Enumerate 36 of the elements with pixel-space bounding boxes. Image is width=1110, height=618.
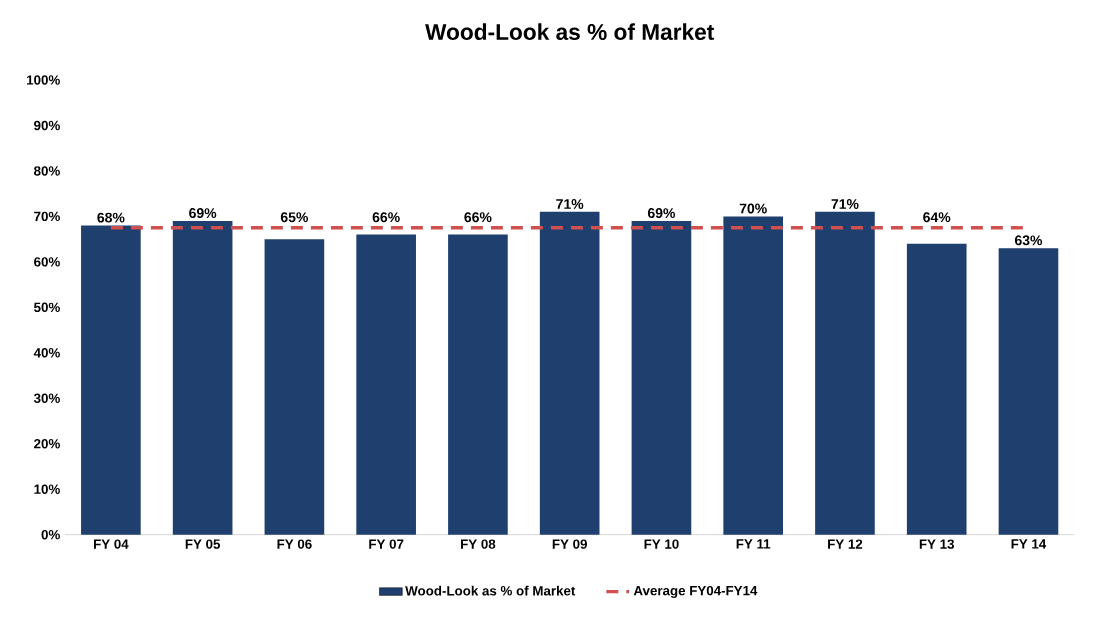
x-tick-label: FY 10	[644, 539, 679, 549]
data-label: 69%	[189, 208, 217, 219]
y-tick-label: 20%	[34, 439, 60, 449]
y-tick-label: 90%	[34, 120, 60, 131]
legend-label: Wood-Look as % of Market	[405, 585, 576, 596]
x-tick-label: FY 05	[185, 539, 221, 549]
data-label: 70%	[739, 203, 767, 214]
x-tick-label: FY 06	[277, 539, 312, 549]
data-label: 66%	[464, 212, 492, 223]
data-label: 71%	[556, 199, 584, 209]
data-label: 71%	[831, 199, 859, 209]
y-tick-label: 10%	[34, 484, 60, 494]
y-tick-label: 60%	[34, 257, 60, 267]
x-tick-label: FY 12	[828, 539, 863, 549]
x-tick-label: FY 11	[736, 539, 771, 549]
chart-title: Wood-Look as % of Market	[425, 23, 715, 41]
x-tick-label: FY 08	[461, 539, 496, 549]
x-tick-label: FY 04	[93, 539, 129, 549]
data-label: 63%	[1014, 235, 1043, 246]
x-tick-label: FY 13	[919, 539, 955, 549]
data-label: 65%	[280, 212, 309, 223]
y-tick-label: 100%	[27, 75, 60, 85]
data-label: 68%	[97, 212, 125, 223]
y-tick-label: 50%	[34, 302, 60, 313]
y-tick-label: 30%	[33, 393, 60, 403]
data-label: 66%	[372, 212, 400, 223]
y-tick-label: 40%	[33, 348, 60, 358]
data-label: 69%	[647, 208, 676, 219]
x-tick-label: FY 07	[369, 539, 404, 549]
legend-label: Average FY04-FY14	[633, 585, 758, 599]
data-label: 64%	[923, 212, 951, 223]
x-tick-label: FY 09	[552, 539, 587, 549]
y-tick-label: 80%	[34, 166, 60, 176]
x-tick-label: FY 14	[1011, 539, 1047, 549]
y-tick-label: 70%	[34, 211, 60, 222]
y-tick-label: 0%	[41, 529, 60, 540]
